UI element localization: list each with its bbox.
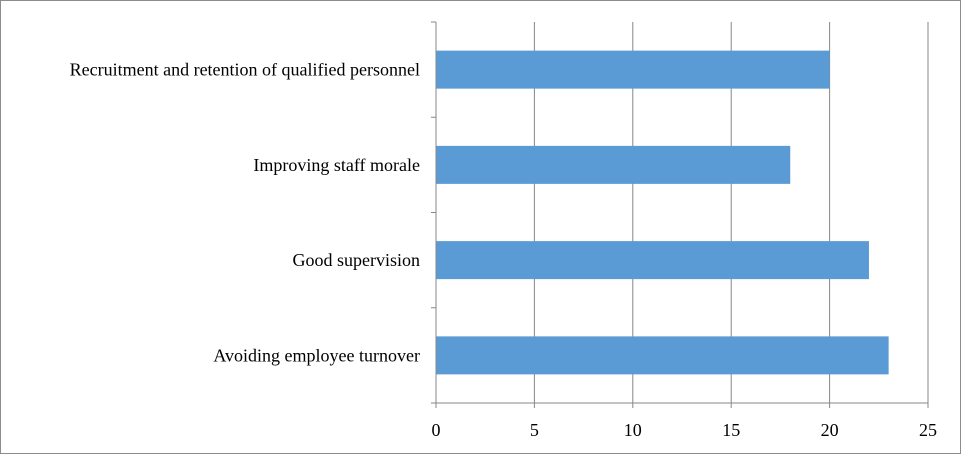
x-tick-label-15: 15 — [722, 420, 740, 440]
bar-2 — [436, 145, 791, 184]
category-label-3: Good supervision — [293, 250, 421, 270]
x-tick-label-10: 10 — [624, 420, 642, 440]
category-label-4: Avoiding employee turnover — [213, 345, 420, 365]
bar-1 — [436, 50, 830, 89]
x-tick-label-5: 5 — [530, 420, 539, 440]
x-tick-label-20: 20 — [821, 420, 839, 440]
category-label-2: Improving staff morale — [253, 155, 420, 175]
tick-labels: 0 5 10 15 20 25 — [432, 420, 938, 440]
bars — [436, 50, 889, 375]
x-tick-label-0: 0 — [432, 420, 441, 440]
category-labels: Recruitment and retention of qualified p… — [70, 60, 420, 366]
x-tick-label-25: 25 — [919, 420, 937, 440]
bar-3 — [436, 241, 869, 280]
category-label-1: Recruitment and retention of qualified p… — [70, 60, 420, 80]
bar-4 — [436, 336, 889, 375]
axes — [431, 21, 929, 408]
